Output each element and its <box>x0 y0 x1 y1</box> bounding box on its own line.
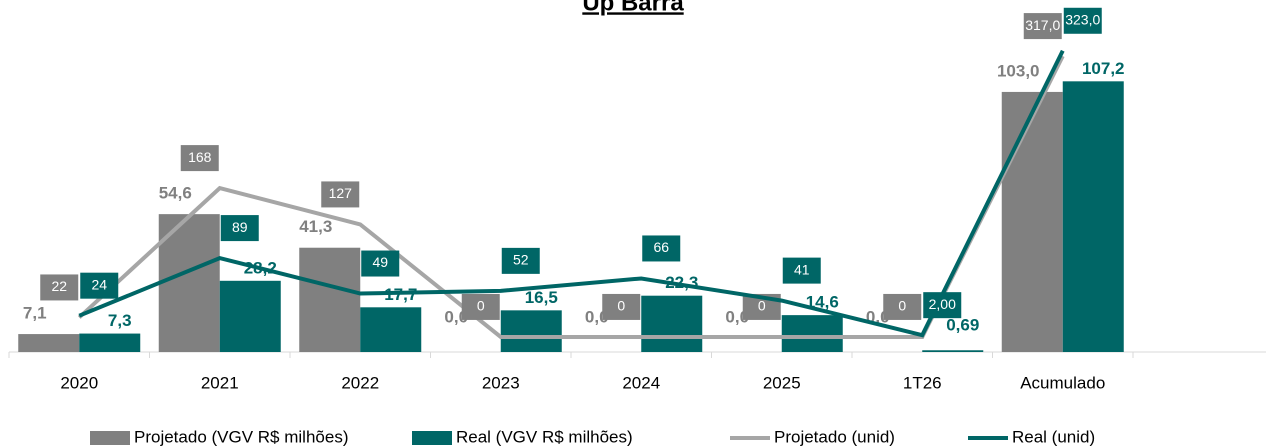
data-label: 66 <box>653 239 669 255</box>
chart-title: Up Barra <box>582 0 684 16</box>
legend-label: Projetado (VGV R$ milhões) <box>134 427 348 446</box>
x-tick-label: 2020 <box>60 373 98 392</box>
legend-label: Real (VGV R$ milhões) <box>456 427 633 446</box>
data-label-box <box>220 215 259 242</box>
data-label-box <box>180 145 219 172</box>
data-label: 22 <box>51 278 67 294</box>
data-label-box <box>642 235 681 262</box>
data-label: 49 <box>372 254 388 270</box>
data-label: 52 <box>513 252 529 268</box>
data-label: 16,5 <box>525 288 558 307</box>
bar <box>781 315 843 352</box>
bar <box>641 295 703 352</box>
data-label: 0 <box>477 298 485 314</box>
data-label-box <box>1023 13 1062 40</box>
data-label: 7,3 <box>108 311 132 330</box>
bar <box>299 247 361 352</box>
bar <box>360 307 422 352</box>
legend-swatch <box>90 431 130 445</box>
data-label-box <box>80 272 119 299</box>
data-label: 0 <box>617 298 625 314</box>
bar <box>500 310 562 352</box>
data-label: 168 <box>188 149 212 165</box>
data-label: 323,0 <box>1065 11 1100 27</box>
data-label-box <box>1063 7 1102 34</box>
bar <box>1062 81 1124 352</box>
x-tick-label: 1T26 <box>903 373 942 392</box>
data-label-box <box>461 293 500 320</box>
data-label: 0 <box>758 298 766 314</box>
data-label: 2,00 <box>929 296 956 312</box>
x-tick-label: 2025 <box>763 373 801 392</box>
data-label: 89 <box>232 219 248 235</box>
data-label: 41 <box>794 261 810 277</box>
bar <box>922 350 984 352</box>
data-label-box <box>321 181 360 208</box>
data-label: 41,3 <box>299 217 332 236</box>
x-tick-label: 2023 <box>482 373 520 392</box>
data-label: 127 <box>329 185 353 201</box>
data-label-box <box>361 250 400 277</box>
bar <box>1001 91 1063 353</box>
data-label: 7,1 <box>23 304 47 323</box>
bar <box>79 333 141 352</box>
data-label-box <box>923 292 962 319</box>
data-label: 107,2 <box>1082 59 1125 78</box>
legend-label: Real (unid) <box>1012 427 1095 446</box>
data-label: 54,6 <box>159 184 192 203</box>
data-label: 24 <box>91 276 107 292</box>
x-tick-label: Acumulado <box>1020 373 1105 392</box>
x-tick-label: 2024 <box>622 373 660 392</box>
x-tick-label: 2022 <box>341 373 379 392</box>
data-label: 0,69 <box>946 315 979 334</box>
x-tick-label: 2021 <box>201 373 239 392</box>
data-label-box <box>501 247 540 274</box>
data-label: 317,0 <box>1025 17 1060 33</box>
legend-label: Projetado (unid) <box>774 427 895 446</box>
legend-swatch <box>412 431 452 445</box>
data-label-box <box>883 293 922 320</box>
bar <box>18 334 80 352</box>
data-label-box <box>782 257 821 284</box>
line <box>78 49 1065 338</box>
data-label: 0 <box>898 298 906 314</box>
data-label-box <box>602 293 641 320</box>
data-label-box <box>40 274 79 301</box>
bar <box>219 280 281 352</box>
line <box>77 55 1065 339</box>
data-label: 103,0 <box>997 61 1040 80</box>
